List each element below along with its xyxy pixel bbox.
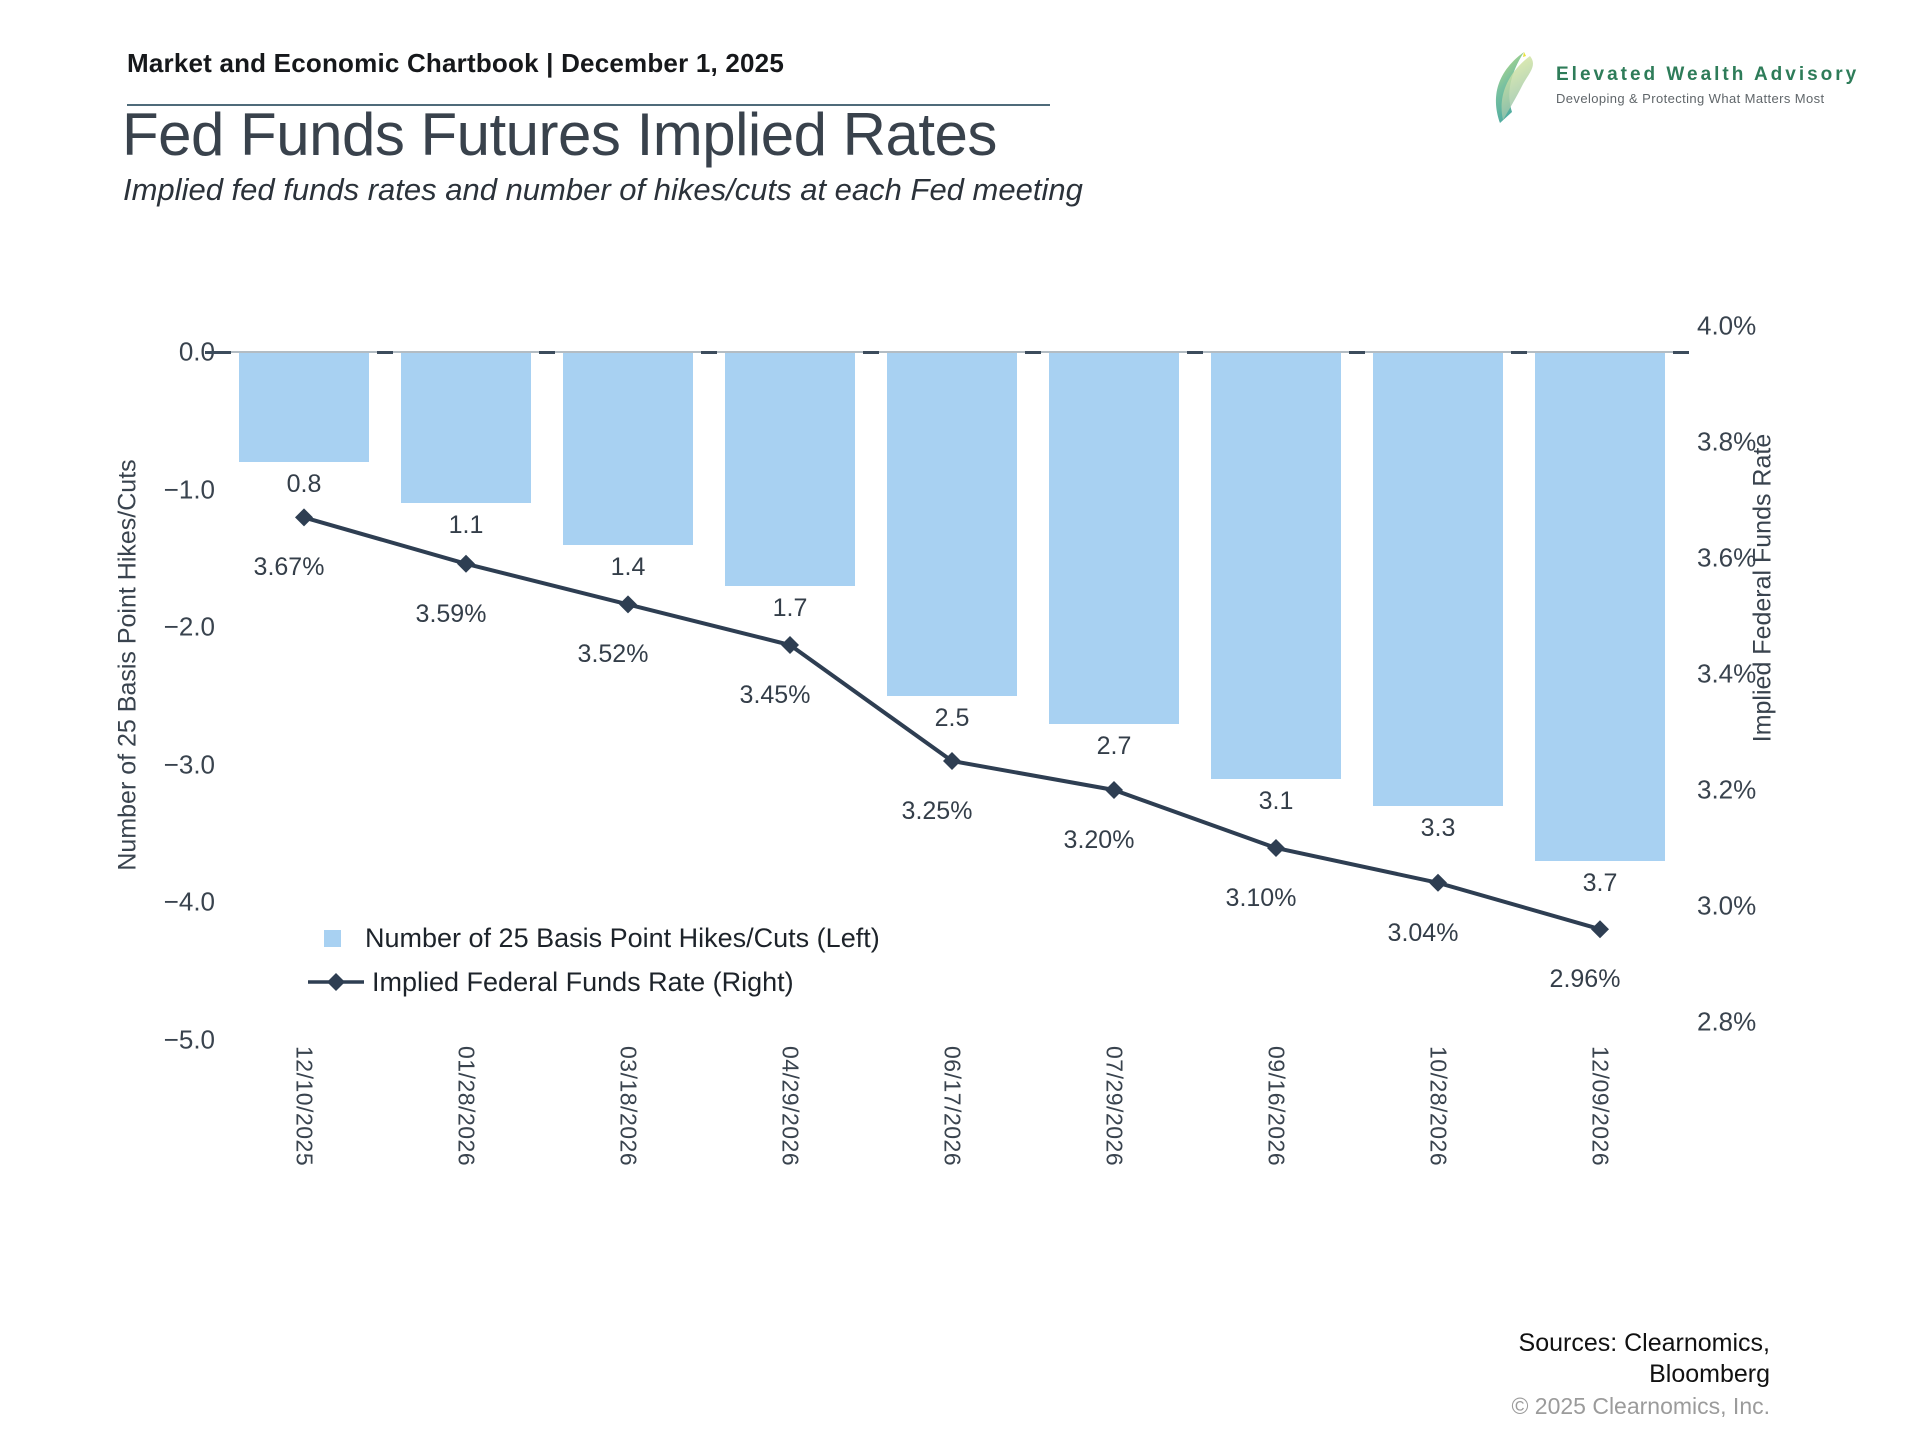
baseline-tick [863, 351, 879, 354]
line-point-marker [457, 554, 475, 573]
x-axis-date-label: 04/29/2026 [777, 1046, 804, 1167]
x-axis-date-label: 10/28/2026 [1425, 1046, 1452, 1167]
left-axis-tick-label: −4.0 [163, 886, 215, 917]
logo-tagline: Developing & Protecting What Matters Mos… [1556, 91, 1825, 106]
legend-item-bars: Number of 25 Basis Point Hikes/Cuts (Lef… [308, 916, 880, 960]
sources-line: Bloomberg [1649, 1360, 1770, 1388]
sources-line: Sources: Clearnomics, [1518, 1329, 1770, 1357]
line-point-marker [1591, 920, 1609, 939]
bar [563, 352, 693, 545]
line-point-marker [1105, 781, 1123, 799]
rate-value-label: 3.45% [739, 681, 811, 709]
bar [1211, 352, 1341, 779]
page-subtitle: Implied fed funds rates and number of hi… [123, 172, 1083, 207]
x-axis-date-label: 07/29/2026 [1101, 1046, 1128, 1167]
chart-legend: Number of 25 Basis Point Hikes/Cuts (Lef… [308, 916, 880, 1004]
baseline-tick [701, 351, 717, 354]
right-axis-tick-label: 4.0% [1697, 310, 1757, 341]
rate-value-label: 3.04% [1387, 918, 1459, 947]
legend-item-line: Implied Federal Funds Rate (Right) [308, 960, 880, 1004]
bar [401, 352, 531, 504]
bar-value-label: 1.4 [610, 552, 646, 581]
left-axis-tick-label: −5.0 [163, 1024, 215, 1055]
left-axis-tick-label: −3.0 [163, 749, 215, 780]
bar-value-label: 2.5 [934, 704, 970, 732]
right-axis-tick-label: 3.8% [1697, 426, 1757, 457]
right-axis-title: Implied Federal Funds Rate [1748, 433, 1777, 743]
left-axis-tick-label: 0.0 [178, 336, 215, 367]
bar-value-label: 0.8 [286, 470, 322, 499]
bar [1049, 352, 1179, 724]
x-axis-date-label: 03/18/2026 [615, 1046, 642, 1167]
left-axis-tick-label: −1.0 [163, 474, 215, 505]
bar-swatch-icon [324, 929, 341, 947]
rate-value-label: 3.25% [901, 797, 973, 825]
line-point-marker [1267, 839, 1285, 857]
rate-value-label: 3.67% [253, 553, 325, 582]
bar [1373, 352, 1503, 807]
x-axis-date-label: 12/10/2025 [291, 1046, 318, 1167]
logo-text-block: Elevated Wealth Advisory Developing & Pr… [1556, 48, 1859, 106]
right-axis-tick-label: 3.6% [1697, 542, 1757, 573]
right-axis-tick-label: 3.2% [1697, 774, 1757, 805]
rate-value-label: 3.10% [1225, 884, 1297, 912]
line-point-marker [619, 595, 637, 614]
baseline-tick [1025, 351, 1041, 354]
baseline-rule [223, 351, 1681, 353]
baseline-tick [1673, 351, 1689, 354]
x-axis-date-label: 06/17/2026 [939, 1046, 966, 1167]
bar-value-label: 1.7 [772, 593, 808, 622]
baseline-tick [377, 351, 393, 354]
copyright-text: © 2025 Clearnomics, Inc. [1511, 1393, 1770, 1419]
bar [725, 352, 855, 586]
sources-block: Sources: Clearnomics, Bloomberg © 2025 C… [1511, 1328, 1770, 1420]
x-axis-date-label: 09/16/2026 [1263, 1046, 1290, 1167]
left-axis-tick [205, 351, 221, 354]
bar [1535, 352, 1665, 862]
bar [239, 352, 369, 463]
legend-label: Number of 25 Basis Point Hikes/Cuts (Lef… [365, 922, 880, 953]
page-title: Fed Funds Futures Implied Rates [122, 101, 997, 168]
rate-value-label: 3.52% [577, 640, 649, 669]
baseline-tick [1187, 351, 1203, 354]
bar [887, 352, 1017, 696]
bar-value-label: 3.1 [1258, 786, 1294, 815]
rate-value-label: 3.59% [415, 599, 487, 628]
line-point-marker [943, 752, 961, 770]
bar-value-label: 3.7 [1582, 869, 1618, 898]
bar-value-label: 2.7 [1096, 731, 1132, 760]
x-axis-date-label: 01/28/2026 [453, 1046, 480, 1167]
baseline-tick [1511, 351, 1527, 354]
left-axis-tick-label: −2.0 [163, 611, 215, 642]
right-axis-tick-label: 3.4% [1697, 658, 1757, 689]
leaf-logo-icon [1495, 52, 1533, 123]
line-point-marker [1429, 873, 1447, 892]
right-axis-tick-label: 3.0% [1697, 890, 1757, 921]
rate-value-label: 3.20% [1063, 826, 1135, 854]
logo-name: Elevated Wealth Advisory [1556, 64, 1860, 85]
company-logo: Elevated Wealth Advisory Developing & Pr… [1490, 48, 1859, 124]
baseline-tick [215, 351, 231, 354]
left-axis-title: Number of 25 Basis Point Hikes/Cuts [113, 459, 142, 871]
rate-value-label: 2.96% [1549, 965, 1621, 994]
header-divider [127, 104, 1050, 106]
line-marker-icon [308, 973, 364, 991]
baseline-tick [1349, 351, 1365, 354]
bar-value-label: 3.3 [1420, 814, 1456, 843]
bar-value-label: 1.1 [448, 511, 484, 540]
legend-label: Implied Federal Funds Rate (Right) [372, 966, 794, 997]
line-point-marker [781, 636, 799, 654]
right-axis-tick-label: 2.8% [1697, 1006, 1757, 1037]
x-axis-date-label: 12/09/2026 [1587, 1046, 1614, 1167]
baseline-tick [539, 351, 555, 354]
line-point-marker [295, 508, 313, 527]
chartbook-header: Market and Economic Chartbook | December… [127, 48, 784, 78]
